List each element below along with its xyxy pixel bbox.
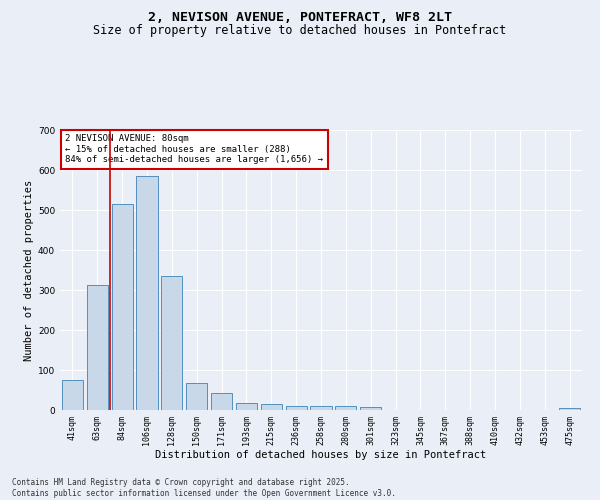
Bar [360,407,381,410]
Bar [112,204,133,410]
Bar [87,285,108,410]
Bar [236,403,257,410]
Bar [286,406,307,410]
Bar [161,276,182,410]
Y-axis label: Number of detached properties: Number of detached properties [24,180,34,360]
Bar [62,380,83,410]
Bar [310,406,332,410]
Text: Size of property relative to detached houses in Pontefract: Size of property relative to detached ho… [94,24,506,37]
Bar [261,404,282,410]
Text: 2 NEVISON AVENUE: 80sqm
← 15% of detached houses are smaller (288)
84% of semi-d: 2 NEVISON AVENUE: 80sqm ← 15% of detache… [65,134,323,164]
Text: Contains HM Land Registry data © Crown copyright and database right 2025.
Contai: Contains HM Land Registry data © Crown c… [12,478,396,498]
Bar [559,408,580,410]
Bar [211,393,232,410]
Bar [335,406,356,410]
X-axis label: Distribution of detached houses by size in Pontefract: Distribution of detached houses by size … [155,450,487,460]
Bar [136,176,158,410]
Text: 2, NEVISON AVENUE, PONTEFRACT, WF8 2LT: 2, NEVISON AVENUE, PONTEFRACT, WF8 2LT [148,11,452,24]
Bar [186,383,207,410]
